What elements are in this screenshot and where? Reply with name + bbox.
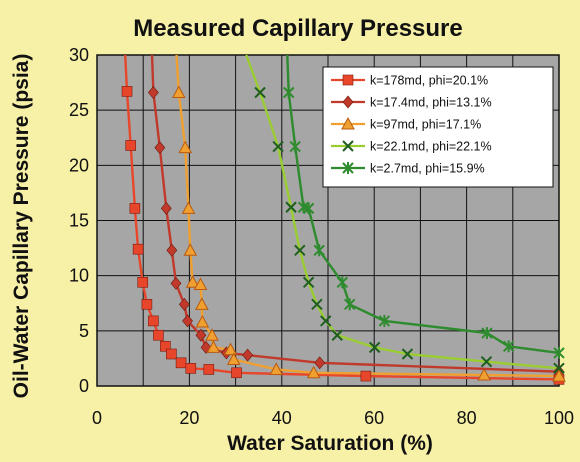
y-tick-label: 15	[69, 211, 89, 231]
series-1-point	[360, 370, 372, 382]
series-3-point	[178, 140, 193, 154]
series-3-point	[185, 275, 200, 288]
series-1-point	[185, 363, 197, 374]
series-1-point	[141, 299, 153, 310]
legend-label: k=97md, phi=17.1%	[370, 118, 481, 132]
series-4-point	[553, 362, 565, 375]
legend-marker	[341, 116, 355, 130]
series-3-point	[195, 314, 210, 328]
series-2-point	[154, 141, 166, 155]
series-3-point	[223, 342, 238, 356]
y-tick-label: 5	[79, 321, 89, 341]
series-4-point	[480, 356, 493, 368]
y-tick-label: 30	[69, 45, 89, 65]
legend-label: k=22.1md, phi=22.1%	[370, 140, 492, 154]
legend-label: k=2.7md, phi=15.9%	[370, 162, 485, 176]
series-1-point	[148, 315, 159, 327]
series-3-point	[183, 243, 198, 256]
series-5-point	[302, 202, 315, 215]
series-4-point	[302, 276, 315, 288]
series-2-point	[314, 356, 326, 370]
legend-marker	[342, 74, 354, 86]
series-2-point	[178, 297, 190, 311]
x-tick-label: 20	[179, 408, 199, 428]
series-1-point	[125, 140, 137, 151]
series-1-point	[137, 276, 149, 288]
series-2-point	[160, 201, 172, 215]
series-markers	[121, 85, 566, 385]
series-5-point	[553, 346, 565, 359]
series-1-point	[231, 367, 242, 379]
x-tick-label: 0	[92, 408, 102, 428]
y-axis-title: Oil-Water Capillary Pressure (psia)	[10, 54, 33, 399]
series-3-point	[226, 352, 241, 366]
series-4-point	[319, 315, 332, 327]
plot-border	[96, 54, 560, 387]
series-4-point	[331, 329, 343, 341]
series-3-point	[552, 369, 566, 382]
series-5-point	[481, 327, 493, 340]
series-4-point	[368, 341, 381, 354]
series-3-point	[193, 277, 208, 290]
x-tick-label: 80	[457, 408, 477, 428]
series-5-point	[283, 86, 295, 99]
series-2-point	[242, 348, 254, 362]
series-2-point	[147, 86, 159, 99]
series-4-point	[401, 348, 414, 360]
series-5-point	[289, 140, 301, 153]
series-4-point	[285, 201, 297, 213]
series-5-point	[344, 298, 356, 311]
x-tick-label: 60	[364, 408, 384, 428]
series-3-point	[205, 328, 219, 341]
series-4-point	[311, 298, 323, 311]
legend-label: k=17.4md, phi=13.1%	[370, 96, 492, 110]
legend-marker	[342, 140, 354, 152]
tick-labels: 0 20 40 60 80 100 0 5 10 15 20 25 30	[69, 45, 574, 428]
series-5-point	[502, 340, 515, 353]
series-2-point	[195, 328, 207, 342]
series-1-point	[160, 340, 171, 352]
series-5-point	[378, 314, 391, 327]
legend-marker	[342, 95, 354, 109]
series-3-point	[171, 85, 186, 99]
series-3-point	[269, 362, 284, 375]
series-5-point	[313, 244, 325, 257]
y-tick-label: 0	[79, 376, 89, 396]
series-1-point	[129, 203, 141, 214]
series-2-point	[170, 276, 182, 290]
series-1-point	[166, 348, 177, 360]
series-3-point	[181, 201, 196, 214]
series-1-point	[203, 364, 215, 375]
series-2-point	[166, 243, 178, 257]
x-axis-title: Water Saturation (%)	[227, 432, 433, 455]
series-1-point	[153, 329, 164, 341]
series-3-point	[306, 365, 321, 379]
y-tick-label: 20	[69, 155, 89, 175]
x-tick-label: 40	[272, 408, 292, 428]
series-3-point	[477, 367, 491, 381]
legend-marker	[342, 162, 354, 174]
series-5-point	[336, 276, 349, 289]
series-3-point	[206, 340, 221, 353]
legend: k=178md, phi=20.1% k=17.4md, phi=13.1% k=9…	[322, 66, 554, 188]
series-4-point	[294, 244, 306, 256]
chart-title: Measured Capillary Pressure	[133, 15, 463, 42]
series-1-point	[121, 86, 133, 97]
legend-label: k=178md, phi=20.1%	[370, 74, 488, 88]
series-1-point	[175, 357, 187, 369]
series-3-point	[195, 297, 209, 310]
series-4-point	[272, 140, 284, 153]
y-tick-label: 25	[69, 100, 89, 120]
x-tick-label: 100	[544, 408, 574, 428]
y-tick-label: 10	[69, 266, 89, 286]
series-4-point	[254, 86, 266, 99]
series-1-point	[132, 243, 144, 255]
series-2-point	[182, 314, 193, 328]
